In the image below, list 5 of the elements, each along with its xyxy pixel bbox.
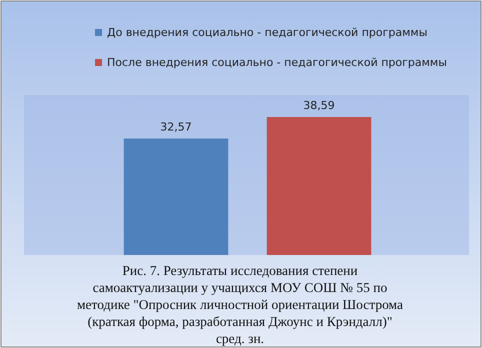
text: Рис. 7. Результаты исследования степени самоактуализации у учащихся МОУ СОШ № 55 по методике "Опросник личностной ориентации Шострома (краткая форма, разработанная Джоунс и Крэндалл)" сред. зн. bbox=[76, 263, 404, 346]
data-label: 32,57 bbox=[160, 120, 192, 134]
legend-label: После внедрения социально - педагогической программы bbox=[107, 56, 447, 69]
legend-label: До внедрения социально - педагогической программы bbox=[107, 26, 428, 39]
data-label: 38,59 bbox=[303, 99, 335, 112]
